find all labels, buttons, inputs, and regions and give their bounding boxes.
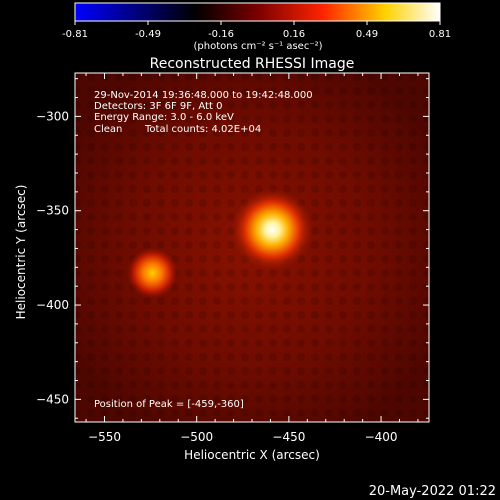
- y-tick-label: −400: [36, 298, 69, 312]
- x-axis-label: Heliocentric X (arcsec): [184, 448, 320, 462]
- y-tick-label: −450: [36, 392, 69, 406]
- footer-timestamp: 20-May-2022 01:22: [369, 484, 496, 499]
- colorbar-tick-label: -0.16: [208, 29, 234, 40]
- secondary-source: [126, 247, 179, 299]
- y-axis-label: Heliocentric Y (arcsec): [14, 185, 28, 320]
- colorbar-tick-label: 0.81: [429, 29, 451, 40]
- annotation-clean: Clean: [94, 124, 122, 135]
- colorbar-unit-label: (photons cm⁻² s⁻¹ asec⁻²): [193, 41, 322, 52]
- colorbar-tick-label: 0.16: [283, 29, 305, 40]
- y-tick-label: −300: [36, 109, 69, 123]
- annotation-detectors: Detectors: 3F 6F 9F, Att 0: [94, 101, 222, 112]
- chart-title: Reconstructed RHESSI Image: [150, 56, 355, 72]
- heatmap-image: [75, 73, 429, 422]
- annotation-energy-range: Energy Range: 3.0 - 6.0 keV: [94, 112, 234, 123]
- axes: −550 −500 −450 −400 −300 −350 −400 −450: [36, 73, 429, 444]
- colorbar-ticks: -0.81 -0.49 -0.16 0.16 0.49 0.81: [62, 21, 451, 40]
- peak-position-label: Position of Peak = [-459,-360]: [94, 399, 244, 410]
- x-tick-label: −500: [180, 430, 213, 444]
- x-tick-label: −550: [88, 430, 121, 444]
- colorbar-tick-label: -0.49: [135, 29, 161, 40]
- colorbar-tick-label: 0.49: [356, 29, 378, 40]
- x-tick-label: −400: [365, 430, 398, 444]
- x-tick-label: −450: [272, 430, 305, 444]
- annotation-total-counts: Total counts: 4.02E+04: [144, 124, 261, 135]
- primary-source: [230, 187, 314, 272]
- colorbar-tick-label: -0.81: [62, 29, 88, 40]
- annotation-time-range: 29-Nov-2014 19:36:48.000 to 19:42:48.000: [94, 90, 313, 101]
- colorbar: [74, 2, 441, 22]
- y-tick-label: −350: [36, 204, 69, 218]
